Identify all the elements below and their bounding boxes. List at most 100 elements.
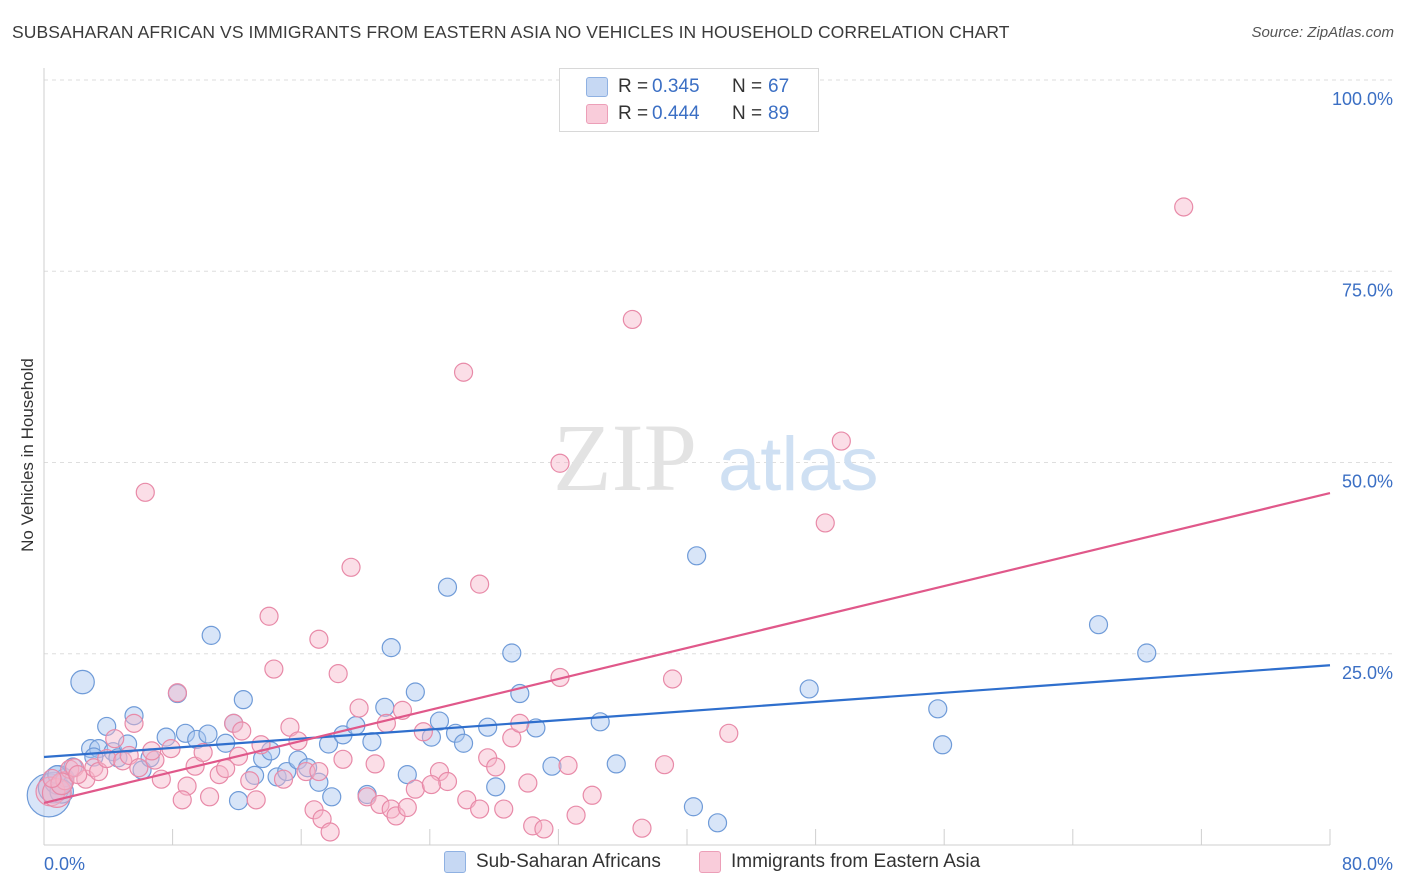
point-eastern-asia [558,755,578,776]
point-eastern-asia [129,758,149,778]
n-value: 67 [768,76,790,97]
point-eastern-asia [232,721,252,741]
point-eastern-asia [142,741,162,761]
r-value: 0.345 [652,76,700,97]
series-legend: Sub-Saharan Africans Immigrants from Eas… [0,851,1406,879]
point-eastern-asia [523,816,543,836]
point-eastern-asia [259,606,279,626]
point-eastern-asia [273,769,294,789]
point-subsaharan [687,546,707,566]
point-subsaharan [542,756,562,776]
point-eastern-asia [470,574,490,594]
point-subsaharan [201,625,221,645]
point-eastern-asia [320,822,340,842]
point-eastern-asia [550,453,570,473]
point-subsaharan [405,682,425,702]
r-label: R = [618,76,649,97]
point-subsaharan [381,638,401,658]
point-eastern-asia [453,362,474,382]
point-eastern-asia [654,755,675,775]
point-subsaharan [288,750,308,770]
point-eastern-asia [502,728,522,748]
legend-item-subsaharan[interactable]: Sub-Saharan Africans [444,851,661,873]
point-subsaharan [397,765,417,785]
point-eastern-asia [309,761,329,782]
point-eastern-asia [172,790,192,810]
legend-label: Sub-Saharan Africans [476,851,661,872]
n-label: N = [732,103,763,124]
y-tick-label: 25.0% [1342,663,1393,683]
source-label: Source: ZipAtlas.com [1251,24,1394,41]
point-eastern-asia [622,309,642,330]
points-layer [26,197,1194,842]
point-eastern-asia [135,482,155,502]
point-eastern-asia [68,765,88,785]
point-subsaharan [156,727,176,747]
point-subsaharan [478,717,498,737]
point-eastern-asia [240,771,260,791]
point-eastern-asia [365,754,385,774]
point-eastern-asia [193,742,213,763]
point-eastern-asia [370,794,390,815]
point-subsaharan [606,754,626,774]
axes-layer [43,68,1331,846]
point-eastern-asia [264,659,284,679]
point-subsaharan [928,699,948,719]
point-subsaharan [453,733,474,753]
point-subsaharan [375,697,395,717]
stats-legend: R = 0.345 N = 67 R = 0.444 N = 89 [559,68,819,132]
point-subsaharan [437,577,458,597]
point-subsaharan [429,711,450,731]
point-eastern-asia [405,779,425,799]
point-eastern-asia [662,669,683,689]
trendline-subsaharan [43,664,1331,759]
x-tick-label: 0.0% [44,854,85,874]
point-eastern-asia [224,713,244,733]
point-eastern-asia [167,683,188,703]
y-tick-label: 75.0% [1342,280,1393,300]
watermark-atlas: atlas [718,422,879,507]
n-value: 89 [768,103,790,124]
point-subsaharan [502,643,522,663]
point-subsaharan [1137,643,1157,663]
tick-labels-layer: 25.0% 50.0% 75.0% 100.0% 0.0% 80.0% [44,89,1393,874]
point-eastern-asia [470,799,490,819]
legend-label: Immigrants from Eastern Asia [731,851,981,872]
point-eastern-asia [518,773,538,793]
legend-item-eastern-asia[interactable]: Immigrants from Eastern Asia [699,851,980,873]
trendline-eastern-asia [43,492,1331,804]
point-subsaharan [233,690,253,710]
point-eastern-asia [437,771,458,792]
point-subsaharan [175,723,196,743]
y-tick-label: 100.0% [1332,89,1393,109]
point-eastern-asia [381,799,401,819]
swatch-blue [586,77,608,97]
swatch-pink [699,851,721,873]
point-eastern-asia [831,431,851,451]
point-subsaharan [70,669,95,695]
r-value: 0.444 [652,103,700,124]
point-eastern-asia [376,713,396,733]
point-subsaharan [309,772,329,792]
point-eastern-asia [582,785,602,805]
y-tick-label: 50.0% [1342,472,1393,492]
watermark: ZIP atlas [553,404,879,511]
point-eastern-asia [534,819,554,839]
point-eastern-asia [50,772,74,796]
point-eastern-asia [413,722,433,742]
point-eastern-asia [309,629,329,649]
y-axis-label: No Vehicles in Household [18,358,37,552]
swatch-blue [444,851,466,873]
point-eastern-asia [494,799,514,819]
grid-layer [44,79,1392,655]
point-eastern-asia [341,557,361,577]
point-eastern-asia [97,748,117,769]
r-label: R = [618,103,649,124]
point-eastern-asia [719,723,739,743]
n-label: N = [732,76,763,97]
chart-title: SUBSAHARAN AFRICAN VS IMMIGRANTS FROM EA… [12,22,1010,42]
point-eastern-asia [349,698,369,718]
point-subsaharan [486,777,506,797]
point-eastern-asia [199,787,220,807]
